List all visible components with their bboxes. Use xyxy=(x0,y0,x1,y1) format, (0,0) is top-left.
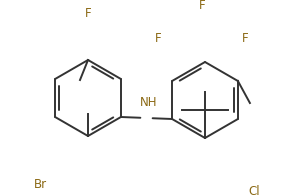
Text: NH: NH xyxy=(140,95,158,109)
Text: Br: Br xyxy=(33,178,47,191)
Text: F: F xyxy=(155,32,162,44)
Text: F: F xyxy=(199,0,205,12)
Text: F: F xyxy=(85,7,91,20)
Text: F: F xyxy=(242,32,249,44)
Text: Cl: Cl xyxy=(248,185,260,196)
